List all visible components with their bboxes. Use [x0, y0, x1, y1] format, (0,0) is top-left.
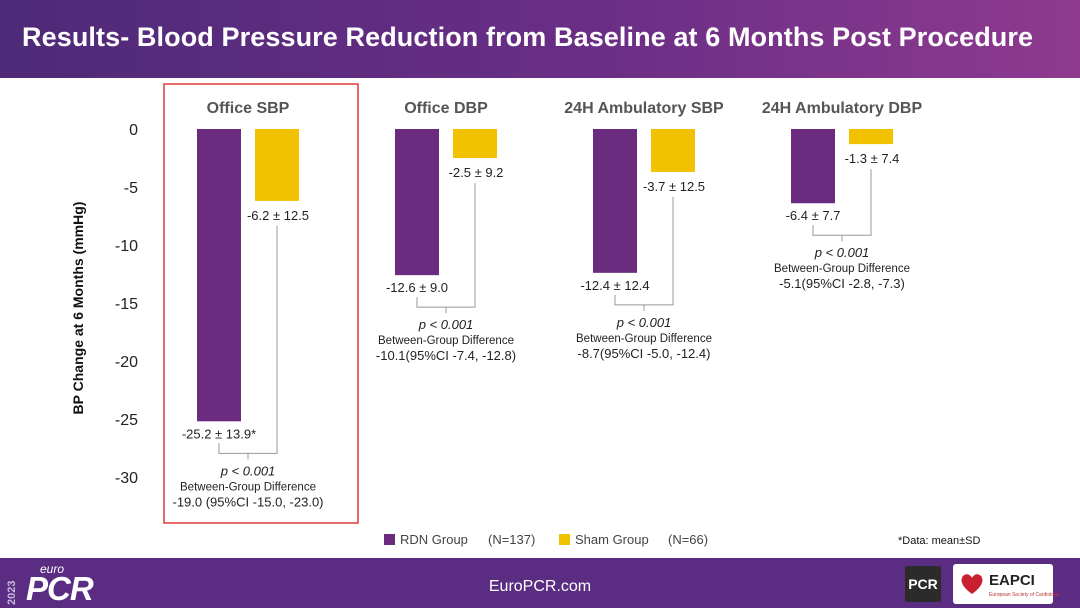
- y-tick-label: -20: [115, 354, 138, 371]
- data-footnote: *Data: mean±SD: [898, 535, 981, 547]
- logo-year: 2023: [6, 565, 20, 605]
- eapci-label: EAPCI: [989, 572, 1035, 589]
- legend-rdn-swatch: [384, 534, 395, 545]
- y-tick-label: 0: [129, 122, 138, 139]
- difference-value: -8.7(95%CI -5.0, -12.4): [578, 346, 711, 361]
- slide-title: Results- Blood Pressure Reduction from B…: [22, 22, 1034, 52]
- rdn-bar: [395, 129, 439, 276]
- rdn-bar: [197, 129, 241, 422]
- legend-sham-swatch: [559, 534, 570, 545]
- difference-value: -19.0 (95%CI -15.0, -23.0): [172, 494, 323, 509]
- sham-value-label: -2.5 ± 9.2: [449, 165, 504, 180]
- y-tick-label: -5: [124, 180, 138, 197]
- legend-sham-label: Sham Group: [575, 532, 649, 547]
- difference-value: -5.1(95%CI -2.8, -7.3): [779, 276, 905, 291]
- category-label: Office DBP: [404, 100, 488, 117]
- rdn-value-label: -12.6 ± 9.0: [386, 280, 448, 295]
- y-tick-label: -10: [115, 238, 138, 255]
- heart-icon: [961, 574, 983, 594]
- difference-label: Between-Group Difference: [774, 263, 910, 275]
- eapci-logo: EAPCI European Society of Cardiology: [953, 564, 1059, 604]
- logo-euro-text: euro: [40, 562, 65, 576]
- p-value: p < 0.001: [220, 463, 276, 478]
- sham-value-label: -6.2 ± 12.5: [247, 208, 309, 223]
- slide-header: Results- Blood Pressure Reduction from B…: [0, 0, 1080, 78]
- europcr-logo: PCR: [26, 570, 94, 607]
- sham-bar: [453, 129, 497, 158]
- logo-year-text: 2023: [6, 580, 18, 605]
- p-value: p < 0.001: [418, 317, 474, 332]
- p-value: p < 0.001: [814, 245, 870, 260]
- rdn-value-label: -6.4 ± 7.7: [786, 208, 841, 223]
- rdn-bar: [791, 129, 835, 204]
- y-tick-label: -15: [115, 296, 138, 313]
- highlight-box: [163, 83, 359, 524]
- category-label: 24H Ambulatory DBP: [762, 100, 923, 117]
- pcr-badge-logo: PCR: [905, 566, 941, 602]
- difference-label: Between-Group Difference: [576, 333, 712, 345]
- difference-label: Between-Group Difference: [180, 481, 316, 493]
- slide-footer: EuroPCR.com: [0, 558, 1080, 608]
- rdn-value-label: -25.2 ± 13.9*: [182, 426, 256, 441]
- rdn-bar: [593, 129, 637, 273]
- difference-label: Between-Group Difference: [378, 335, 514, 347]
- category-label: 24H Ambulatory SBP: [564, 100, 724, 117]
- legend-rdn-label: RDN Group: [400, 532, 468, 547]
- bp-chart: BP Change at 6 Months (mmHg) 0 -5 -10 -15 -20…: [70, 83, 981, 547]
- rdn-value-label: -12.4 ± 12.4: [580, 278, 649, 293]
- eapci-sub-label: European Society of Cardiology: [989, 592, 1060, 598]
- sham-bar: [849, 129, 893, 145]
- y-axis-label: BP Change at 6 Months (mmHg): [70, 202, 86, 415]
- p-value: p < 0.001: [616, 315, 672, 330]
- sham-bar: [651, 129, 695, 172]
- legend-rdn-n: (N=137): [488, 532, 535, 547]
- legend-sham-n: (N=66): [668, 532, 708, 547]
- difference-value: -10.1(95%CI -7.4, -12.8): [376, 348, 516, 363]
- footer-site-link[interactable]: EuroPCR.com: [488, 578, 592, 595]
- category-label: Office SBP: [207, 100, 290, 117]
- y-tick-label: -30: [115, 470, 138, 487]
- y-tick-label: -25: [115, 412, 138, 429]
- sham-value-label: -3.7 ± 12.5: [643, 179, 705, 194]
- sham-bar: [255, 129, 299, 201]
- sham-value-label: -1.3 ± 7.4: [845, 151, 900, 166]
